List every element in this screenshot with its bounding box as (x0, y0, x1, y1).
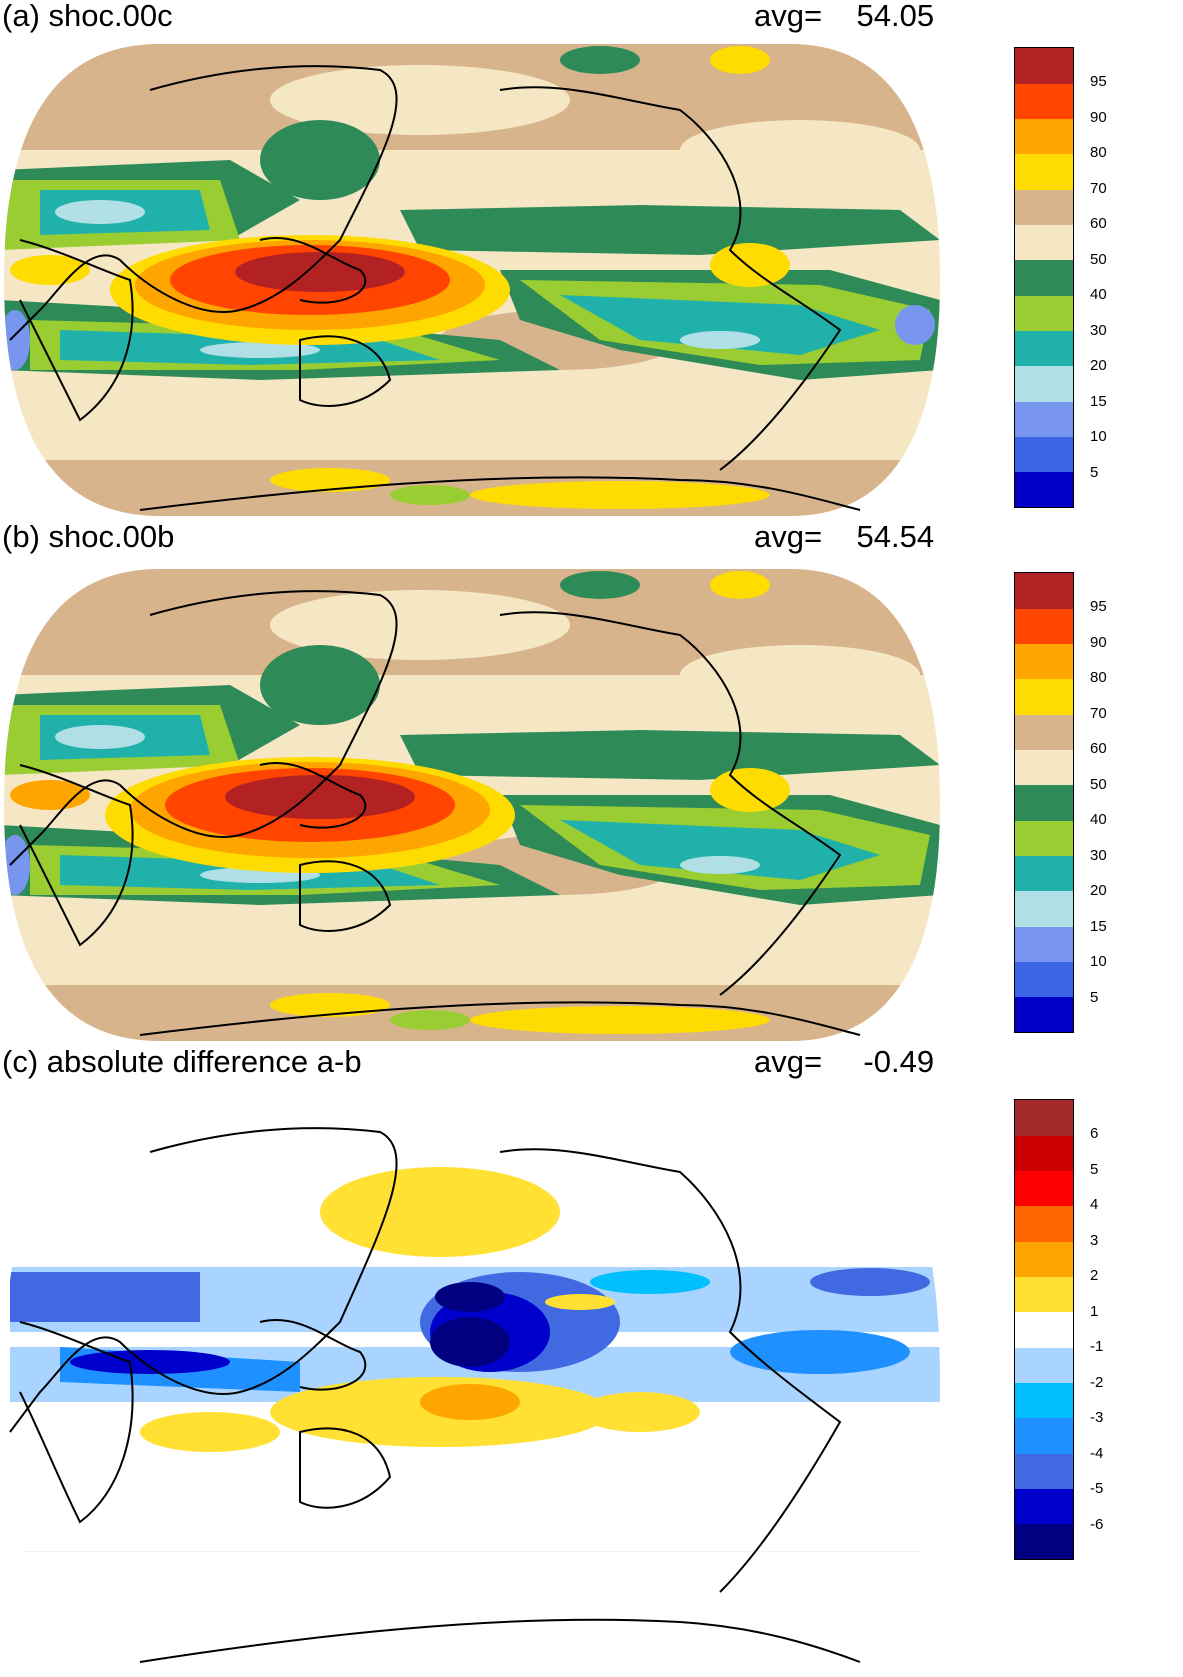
panel-a-colorbar-box (1015, 401, 1073, 437)
panel-a-colorbar-box (1015, 330, 1073, 367)
panel-a-colorbar-label: 30 (1090, 321, 1107, 339)
panel-c-colorbar-box (1015, 1382, 1073, 1419)
panel-b-colorbar-label: 90 (1090, 633, 1107, 651)
panel-c-colorbar-box (1015, 1135, 1073, 1172)
panel-a-colorbar-box (1015, 83, 1073, 120)
panel-b-colorbar-box (1015, 996, 1073, 1033)
panel-a-colorbar-box (1015, 48, 1073, 84)
panel-a-colorbar-box (1015, 436, 1073, 473)
panel-c-colorbar-box (1015, 1523, 1073, 1560)
panel-c-colorbar-box (1015, 1205, 1073, 1242)
panel-c-colorbar-label: -5 (1090, 1480, 1104, 1498)
panel-c-colorbar-label: -4 (1090, 1444, 1104, 1462)
panel-b-colorbar-box (1015, 749, 1073, 786)
panel-b-colorbar-label: 40 (1090, 811, 1107, 829)
panel-c-colorbar-box (1015, 1311, 1073, 1348)
panel-b-average: avg= 54.54 (754, 519, 934, 555)
panel-b-colorbar-label: 60 (1090, 740, 1107, 758)
panel-c-colorbar-label: 1 (1090, 1302, 1099, 1320)
panel-c-colorbar-label: -1 (1090, 1338, 1104, 1356)
panel-c-colorbar-box (1015, 1241, 1073, 1278)
panel-a-colorbar-box (1015, 153, 1073, 190)
panel-b-colorbar-box (1015, 608, 1073, 645)
panel-a-colorbar-box (1015, 118, 1073, 155)
panel-a-colorbar-box (1015, 365, 1073, 402)
panel-b-colorbar-box (1015, 678, 1073, 715)
panel-a-colorbar-label: 40 (1090, 286, 1107, 304)
panel-c-colorbar-box (1015, 1488, 1073, 1525)
panel-c-colorbar-box (1015, 1276, 1073, 1313)
panel-a-avg-label: avg= (754, 0, 823, 33)
panel-a-colorbar-box (1015, 471, 1073, 508)
panel-b-map (4, 569, 940, 1041)
panel-c-colorbar (1014, 1099, 1074, 1560)
panel-a-colorbar-label: 20 (1090, 357, 1107, 375)
panel-b-colorbar-label: 10 (1090, 953, 1107, 971)
panel-b-colorbar-label: 20 (1090, 882, 1107, 900)
panel-b-avg-value: 54.54 (856, 519, 935, 554)
panel-c-colorbar-box (1015, 1170, 1073, 1207)
panel-c-colorbar-label: 4 (1090, 1196, 1099, 1214)
panel-c-colorbar-label: 2 (1090, 1267, 1099, 1285)
panel-a-colorbar-label: 50 (1090, 250, 1107, 268)
panel-c-colorbar-box (1015, 1453, 1073, 1489)
panel-c-avg-value: -0.49 (863, 1044, 935, 1079)
panel-a-colorbar-label: 10 (1090, 428, 1107, 446)
panel-c-colorbar-label: 6 (1090, 1125, 1099, 1143)
panel-b-colorbar-box (1015, 643, 1073, 680)
panel-c-colorbar-label: 5 (1090, 1160, 1099, 1178)
panel-b-colorbar-box (1015, 890, 1073, 927)
panel-c-colorbar-box (1015, 1347, 1073, 1383)
panel-c-colorbar-box (1015, 1100, 1073, 1136)
panel-a-colorbar-label: 80 (1090, 144, 1107, 162)
panel-c-colorbar-box (1015, 1417, 1073, 1454)
panel-c-average: avg= -0.49 (754, 1044, 934, 1080)
panel-b-colorbar-label: 5 (1090, 988, 1099, 1006)
panel-a-colorbar-label: 5 (1090, 463, 1099, 481)
panel-a-colorbar-label: 15 (1090, 392, 1107, 410)
panel-a-colorbar-label: 70 (1090, 179, 1107, 197)
panel-a-colorbar-box (1015, 259, 1073, 296)
panel-b-colorbar-box (1015, 784, 1073, 821)
panel-a-title: (a) shoc.00c (2, 0, 173, 33)
panel-b-colorbar-box (1015, 573, 1073, 609)
panel-c-avg-label: avg= (754, 1044, 823, 1079)
panel-a-colorbar-box (1015, 295, 1073, 331)
panel-a-map (4, 44, 940, 516)
panel-b-avg-label: avg= (754, 519, 823, 554)
panel-c-colorbar-label: -3 (1090, 1409, 1104, 1427)
panel-c-colorbar-label: 3 (1090, 1231, 1099, 1249)
panel-a-colorbar-box (1015, 189, 1073, 226)
panel-a-colorbar-label: 95 (1090, 73, 1107, 91)
panel-a-colorbar-box (1015, 224, 1073, 261)
panel-b-colorbar (1014, 572, 1074, 1033)
panel-a-colorbar (1014, 47, 1074, 508)
panel-b-title: (b) shoc.00b (2, 519, 175, 554)
panel-a-colorbar-label: 90 (1090, 108, 1107, 126)
panel-b-colorbar-box (1015, 820, 1073, 856)
panel-a-colorbar-label: 60 (1090, 215, 1107, 233)
panel-a-average: avg= 54.05 (754, 0, 934, 34)
panel-c-title: (c) absolute difference a-b (2, 1044, 362, 1079)
panel-c-map (4, 1096, 940, 1668)
panel-b-colorbar-box (1015, 714, 1073, 751)
panel-c-colorbar-label: -6 (1090, 1515, 1104, 1533)
panel-b-colorbar-label: 50 (1090, 775, 1107, 793)
panel-c-colorbar-label: -2 (1090, 1373, 1104, 1391)
panel-b-colorbar-label: 15 (1090, 917, 1107, 935)
panel-b-colorbar-box (1015, 926, 1073, 962)
panel-b-colorbar-label: 80 (1090, 669, 1107, 687)
panel-b-colorbar-label: 95 (1090, 598, 1107, 616)
panel-b-colorbar-label: 30 (1090, 846, 1107, 864)
panel-a-avg-value: 54.05 (856, 0, 935, 33)
panel-b-colorbar-label: 70 (1090, 704, 1107, 722)
panel-b-colorbar-box (1015, 855, 1073, 892)
panel-b-colorbar-box (1015, 961, 1073, 998)
